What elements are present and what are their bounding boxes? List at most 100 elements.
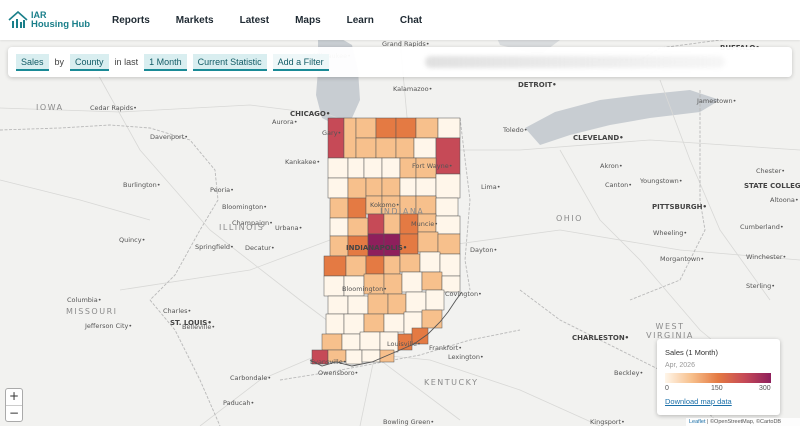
county-region[interactable] xyxy=(363,157,383,179)
county-region[interactable] xyxy=(435,215,461,235)
place-label: Sterling• xyxy=(746,282,776,290)
nav-maps[interactable]: Maps xyxy=(295,14,321,26)
county-region[interactable] xyxy=(383,255,401,275)
county-region[interactable] xyxy=(367,213,385,235)
map-attribution: Leaflet | ©OpenStreetMap, ©CartoDB xyxy=(686,418,800,426)
county-region[interactable] xyxy=(383,213,401,235)
place-label: CLEVELAND• xyxy=(573,134,624,142)
county-region[interactable] xyxy=(413,137,437,159)
county-region[interactable] xyxy=(341,333,361,351)
county-region[interactable] xyxy=(375,137,397,159)
county-region[interactable] xyxy=(411,327,429,345)
county-region[interactable] xyxy=(323,255,347,277)
county-region[interactable] xyxy=(355,117,377,139)
county-region[interactable] xyxy=(367,293,389,315)
counties[interactable] xyxy=(309,117,463,367)
state-label: MISSOURI xyxy=(66,307,118,316)
place-label: Columbia• xyxy=(67,296,102,304)
county-region[interactable] xyxy=(405,291,427,313)
nav-menu: Reports Markets Latest Maps Learn Chat xyxy=(112,15,448,26)
county-region[interactable] xyxy=(435,197,459,217)
county-region[interactable] xyxy=(323,275,345,297)
county-region[interactable] xyxy=(365,255,385,275)
place-label: Chester• xyxy=(756,167,786,175)
county-region[interactable] xyxy=(387,293,407,315)
logo-line-1: IAR xyxy=(31,10,47,20)
nav-chat[interactable]: Chat xyxy=(399,14,423,26)
county-region[interactable] xyxy=(417,231,439,253)
place-label: Kalamazoo• xyxy=(393,85,433,93)
county-region[interactable] xyxy=(415,177,437,197)
county-region[interactable] xyxy=(419,251,441,273)
county-region[interactable] xyxy=(345,349,363,365)
statistic-selector[interactable]: Current Statistic xyxy=(192,53,267,71)
county-region[interactable] xyxy=(441,275,461,293)
nav-learn[interactable]: Learn xyxy=(346,14,374,26)
place-label: Kankakee• xyxy=(285,158,321,166)
county-region[interactable] xyxy=(375,117,397,139)
county-region[interactable] xyxy=(347,217,369,237)
county-region[interactable] xyxy=(401,271,423,293)
county-region[interactable] xyxy=(325,313,345,335)
county-region[interactable] xyxy=(421,271,443,291)
county-region[interactable] xyxy=(345,255,367,277)
add-filter-button[interactable]: Add a Filter xyxy=(272,53,329,71)
zoom-out-button[interactable]: − xyxy=(6,405,22,421)
county-region[interactable] xyxy=(395,117,417,139)
county-region[interactable] xyxy=(347,157,365,179)
place-label: Paducah• xyxy=(223,399,255,407)
zoom-control: + − xyxy=(5,388,23,422)
county-region[interactable] xyxy=(381,157,401,179)
place-label: Winchester• xyxy=(746,253,787,261)
filter-bar: Sales by County in last 1 Month Current … xyxy=(8,47,792,77)
place-label: Decatur• xyxy=(245,244,275,252)
place-label: Owensboro• xyxy=(318,369,359,377)
county-region[interactable] xyxy=(439,253,461,277)
county-region[interactable] xyxy=(399,253,421,273)
county-region[interactable] xyxy=(381,177,401,197)
county-region[interactable] xyxy=(421,309,443,329)
county-region[interactable] xyxy=(329,197,349,219)
county-region[interactable] xyxy=(399,177,417,197)
county-region[interactable] xyxy=(327,177,349,199)
county-region[interactable] xyxy=(363,313,385,333)
county-region[interactable] xyxy=(425,289,445,311)
nav-reports[interactable]: Reports xyxy=(112,14,150,26)
county-region[interactable] xyxy=(437,233,461,255)
place-label: Youngstown• xyxy=(640,177,683,185)
county-region[interactable] xyxy=(355,137,377,159)
place-label: Kingsport• xyxy=(590,418,625,426)
nav-markets[interactable]: Markets xyxy=(175,14,214,26)
zoom-in-button[interactable]: + xyxy=(8,389,20,403)
county-region[interactable] xyxy=(347,197,367,219)
county-region[interactable] xyxy=(329,217,349,237)
county-region[interactable] xyxy=(437,117,461,139)
download-map-data-link[interactable]: Download map data xyxy=(665,397,732,406)
period-selector[interactable]: 1 Month xyxy=(144,53,187,71)
county-region[interactable] xyxy=(327,295,349,315)
county-region[interactable] xyxy=(347,177,367,201)
county-region[interactable] xyxy=(347,295,369,315)
place-label: PITTSBURGH• xyxy=(652,203,707,211)
county-region[interactable] xyxy=(435,173,461,199)
county-region[interactable] xyxy=(365,177,383,197)
place-label: Toledo• xyxy=(503,126,528,134)
county-region[interactable] xyxy=(395,137,415,159)
county-region[interactable] xyxy=(343,117,357,159)
county-region[interactable] xyxy=(383,313,405,333)
nav-latest[interactable]: Latest xyxy=(239,14,270,26)
geography-selector[interactable]: County xyxy=(70,53,109,71)
place-label: Belleville• xyxy=(182,323,216,331)
county-region[interactable] xyxy=(321,333,343,351)
iar-logo[interactable]: IAR Housing Hub xyxy=(8,11,96,29)
county-region[interactable] xyxy=(359,331,381,351)
county-region[interactable] xyxy=(327,117,345,159)
county-region[interactable] xyxy=(343,313,365,335)
metric-selector[interactable]: Sales xyxy=(16,53,49,71)
place-label: Charles• xyxy=(163,307,192,315)
place-label: ST. LOUIS• xyxy=(170,319,212,327)
county-region[interactable] xyxy=(327,157,349,179)
county-region[interactable] xyxy=(435,137,461,175)
county-region[interactable] xyxy=(415,117,439,139)
leaflet-link[interactable]: Leaflet xyxy=(689,419,706,425)
